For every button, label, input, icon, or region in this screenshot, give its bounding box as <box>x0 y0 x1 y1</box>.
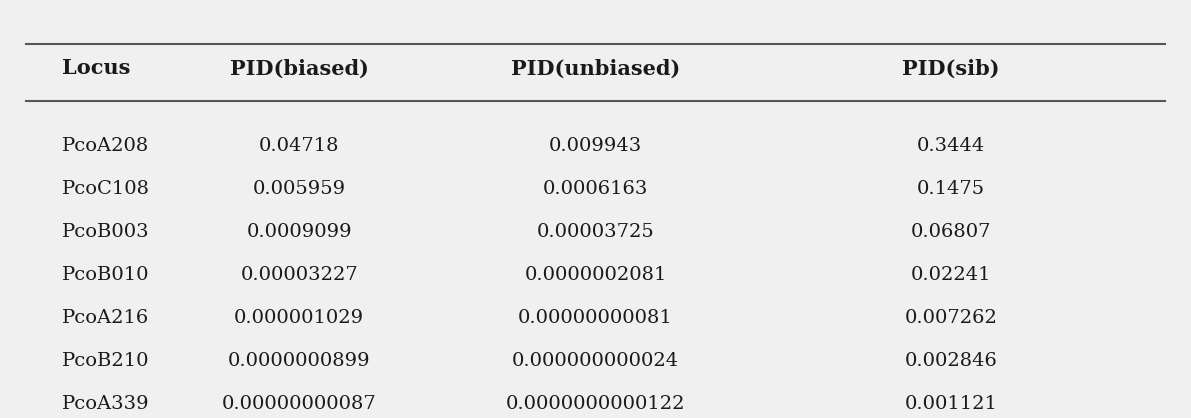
Text: 0.00000000087: 0.00000000087 <box>222 395 376 413</box>
Text: 0.3444: 0.3444 <box>917 137 985 155</box>
Text: 0.1475: 0.1475 <box>917 180 985 198</box>
Text: PcoB210: PcoB210 <box>62 352 150 370</box>
Text: 0.009943: 0.009943 <box>549 137 642 155</box>
Text: PcoA208: PcoA208 <box>62 137 149 155</box>
Text: 0.0000002081: 0.0000002081 <box>524 266 667 284</box>
Text: 0.007262: 0.007262 <box>905 309 998 327</box>
Text: 0.005959: 0.005959 <box>252 180 345 198</box>
Text: PID(sib): PID(sib) <box>903 59 1000 78</box>
Text: PcoB010: PcoB010 <box>62 266 150 284</box>
Text: 0.04718: 0.04718 <box>258 137 339 155</box>
Text: PcoC108: PcoC108 <box>62 180 150 198</box>
Text: PID(biased): PID(biased) <box>230 59 368 78</box>
Text: 0.000001029: 0.000001029 <box>235 309 364 327</box>
Text: PID(unbiased): PID(unbiased) <box>511 59 680 78</box>
Text: 0.00003227: 0.00003227 <box>241 266 358 284</box>
Text: 0.002846: 0.002846 <box>905 352 998 370</box>
Text: 0.0006163: 0.0006163 <box>543 180 648 198</box>
Text: 0.0000000899: 0.0000000899 <box>227 352 370 370</box>
Text: 0.001121: 0.001121 <box>905 395 998 413</box>
Text: Locus: Locus <box>62 59 131 78</box>
Text: PcoA339: PcoA339 <box>62 395 150 413</box>
Text: 0.00003725: 0.00003725 <box>537 223 654 241</box>
Text: 0.00000000081: 0.00000000081 <box>518 309 673 327</box>
Text: 0.0009099: 0.0009099 <box>247 223 353 241</box>
Text: 0.06807: 0.06807 <box>911 223 991 241</box>
Text: 0.000000000024: 0.000000000024 <box>512 352 679 370</box>
Text: PcoB003: PcoB003 <box>62 223 150 241</box>
Text: 0.0000000000122: 0.0000000000122 <box>506 395 685 413</box>
Text: 0.02241: 0.02241 <box>911 266 991 284</box>
Text: PcoA216: PcoA216 <box>62 309 149 327</box>
